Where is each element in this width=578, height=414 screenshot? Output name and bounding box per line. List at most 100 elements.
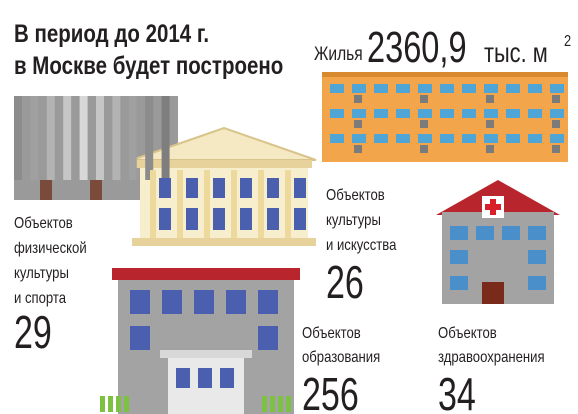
item-label: культуры	[326, 212, 381, 229]
housing-window	[374, 134, 388, 143]
housing-window	[462, 109, 476, 118]
housing-window	[550, 109, 564, 118]
sports-stripe	[30, 96, 39, 180]
education-window	[176, 368, 190, 388]
hospital-window	[528, 250, 546, 264]
hospital-window	[476, 226, 494, 240]
housing-door	[420, 145, 428, 153]
housing-window	[484, 134, 498, 143]
housing-door	[420, 120, 428, 128]
education-window	[220, 368, 234, 388]
item-label: Объектов	[438, 325, 497, 342]
hospital-window	[450, 276, 468, 290]
education-window	[258, 326, 278, 350]
fence	[108, 396, 113, 412]
culture-base	[132, 238, 316, 246]
culture-window	[159, 178, 171, 198]
hospital-door	[482, 282, 504, 304]
sports-stripe	[128, 96, 137, 180]
title-line: в Москве будет построено	[14, 51, 283, 79]
sports-stripe	[79, 96, 88, 180]
housing-door	[420, 95, 428, 103]
housing-window	[484, 84, 498, 93]
housing-window	[374, 109, 388, 118]
title-line: В период до 2014 г.	[14, 19, 209, 47]
item-label: Объектов	[302, 325, 361, 342]
hospital-window	[502, 226, 520, 240]
education-porch	[160, 350, 252, 358]
sports-stripe	[63, 96, 72, 180]
housing-window	[352, 84, 366, 93]
housing-window	[506, 109, 520, 118]
housing-window	[330, 134, 344, 143]
sports-stripe	[46, 96, 55, 180]
education-window	[226, 290, 246, 314]
housing-door	[354, 145, 362, 153]
culture-window	[186, 178, 198, 198]
fence	[116, 396, 121, 412]
culture-column	[258, 170, 264, 238]
culture-window	[213, 178, 225, 198]
housing-door	[486, 95, 494, 103]
culture-column	[177, 170, 183, 238]
culture-window	[294, 178, 306, 198]
housing-window	[506, 84, 520, 93]
housing-unit: тыс. м	[484, 37, 548, 68]
item-label: здравоохранения	[438, 349, 545, 366]
housing-window	[484, 109, 498, 118]
fence	[100, 396, 105, 412]
culture-window	[267, 178, 279, 198]
education-roof	[112, 268, 300, 280]
housing-window	[462, 84, 476, 93]
item-label: Объектов	[326, 187, 385, 204]
culture-column	[285, 170, 291, 238]
sports-stripe	[14, 96, 22, 180]
fence	[262, 396, 267, 412]
housing-window	[528, 109, 542, 118]
culture-column	[204, 170, 210, 238]
education-window	[258, 290, 278, 314]
housing-window	[330, 84, 344, 93]
housing-unit-power: 2	[564, 33, 571, 51]
housing-window	[440, 84, 454, 93]
hospital-window	[528, 226, 546, 240]
item-value: 29	[14, 306, 52, 358]
housing-window	[550, 84, 564, 93]
housing-window	[396, 134, 410, 143]
sports-stripe	[161, 96, 170, 180]
culture-window	[294, 208, 306, 230]
housing-window	[550, 134, 564, 143]
sports-stripe	[96, 96, 104, 180]
housing-window	[374, 84, 388, 93]
item-value: 34	[438, 368, 476, 414]
education-window	[162, 290, 182, 314]
item-value: 26	[326, 256, 364, 308]
item-label: и искусства	[326, 237, 397, 254]
housing-door	[552, 145, 560, 153]
culture-cornice	[136, 160, 312, 168]
culture-window	[159, 208, 171, 230]
sports-door	[40, 180, 52, 200]
item-label: физической	[14, 240, 87, 257]
culture-window	[213, 208, 225, 230]
culture-window	[240, 208, 252, 230]
housing-window	[396, 84, 410, 93]
housing-window	[330, 109, 344, 118]
education-window	[130, 290, 150, 314]
culture-window	[186, 208, 198, 230]
housing-window	[440, 134, 454, 143]
fence	[278, 396, 283, 412]
item-label: Объектов	[14, 215, 73, 232]
housing-window	[506, 134, 520, 143]
item-label: и спорта	[14, 290, 67, 307]
sports-door	[90, 180, 102, 200]
item-value: 256	[302, 368, 359, 414]
housing-value: 2360,9	[367, 23, 467, 72]
education-window	[198, 368, 212, 388]
hospital-window	[450, 226, 468, 240]
hospital-window	[450, 250, 468, 264]
housing-door	[354, 95, 362, 103]
housing-window	[352, 109, 366, 118]
housing-door	[486, 145, 494, 153]
